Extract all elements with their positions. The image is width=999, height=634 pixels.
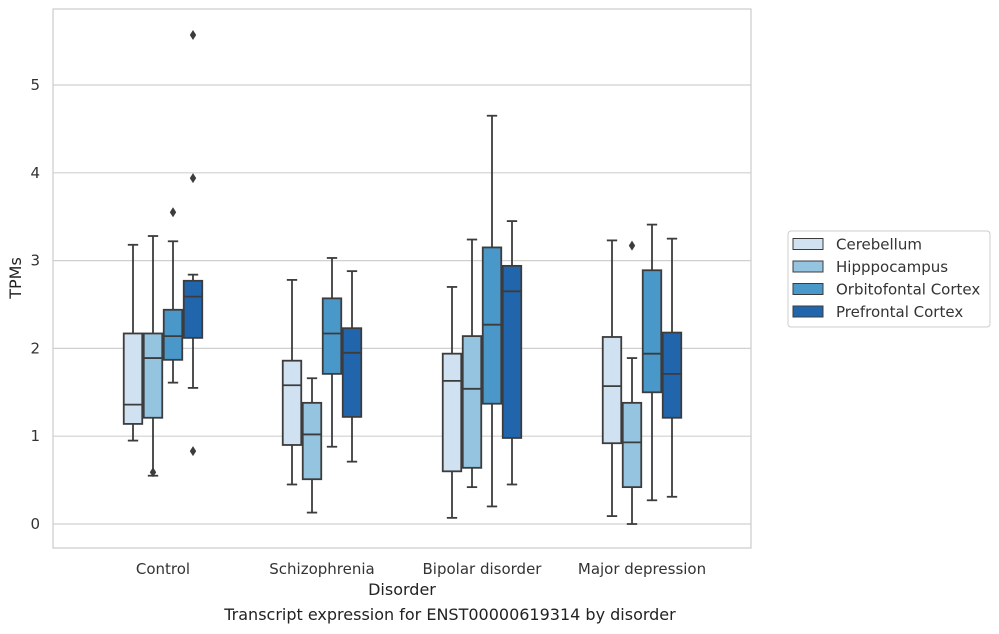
box-iqr: [122, 332, 144, 425]
outlier-point: [189, 446, 197, 457]
legend: Cerebellum Hipppocampus Orbitofontal Corte…: [787, 230, 991, 328]
figure-caption: Transcript expression for ENST0000061931…: [224, 605, 676, 624]
outlier-point: [189, 29, 197, 40]
box-iqr: [601, 336, 623, 445]
box-iqr: [321, 297, 343, 375]
box-iqr: [441, 352, 463, 473]
box-hipppocampus: [461, 238, 483, 489]
outlier-point: [628, 240, 636, 251]
box-hipppocampus: [621, 240, 643, 525]
x-tick-label: Bipolar disorder: [423, 560, 543, 578]
legend-label: Cerebellum: [836, 236, 922, 254]
legend-swatch: [792, 305, 824, 318]
outlier-point: [149, 467, 157, 478]
legend-swatch: [792, 283, 824, 295]
y-tick-labels: 0 1 2 3 4 5: [30, 76, 40, 533]
box-cerebellum: [441, 286, 463, 519]
x-tick-label: Major depression: [578, 560, 706, 578]
box-cerebellum: [601, 239, 623, 517]
y-tick-label: 0: [30, 515, 40, 533]
legend-label: Hipppocampus: [836, 258, 948, 276]
plot-frame: [52, 8, 752, 549]
box-iqr: [142, 332, 164, 419]
box-prefrontal-cortex: [661, 237, 683, 498]
box-hipppocampus: [142, 235, 164, 478]
box-iqr: [621, 401, 643, 489]
box-iqr: [501, 264, 523, 439]
y-tick-label: 1: [30, 427, 40, 445]
x-tick-label: Control: [136, 560, 190, 578]
outlier-point: [189, 173, 197, 184]
box-hipppocampus: [301, 377, 323, 514]
legend-frame: [787, 230, 991, 328]
y-tick-label: 3: [30, 252, 40, 270]
outlier-point: [169, 207, 177, 218]
box-cerebellum: [122, 243, 144, 442]
box-iqr: [301, 401, 323, 481]
y-tick-label: 5: [30, 76, 40, 94]
x-tick-label: Schizophrenia: [269, 560, 374, 578]
box-iqr: [341, 327, 363, 418]
box-prefrontal-cortex: [501, 220, 523, 486]
x-axis-label: Disorder: [368, 580, 436, 599]
box-cerebellum: [281, 279, 303, 486]
legend-label: Orbitofontal Cortex: [836, 281, 980, 299]
box-orbitofontal-cortex: [641, 223, 663, 502]
box-orbitofontal-cortex: [162, 207, 184, 384]
box-iqr: [281, 359, 303, 446]
legend-swatch: [792, 260, 824, 273]
box-iqr: [661, 331, 683, 419]
box-iqr: [182, 279, 204, 339]
y-axis-label: TPMs: [6, 257, 25, 300]
box-prefrontal-cortex: [182, 29, 204, 457]
x-tick-labels: Control Schizophrenia Bipolar disorder Majo…: [136, 560, 706, 578]
boxplots: [122, 29, 683, 525]
box-iqr: [641, 269, 663, 394]
box-prefrontal-cortex: [341, 270, 363, 463]
y-tick-label: 2: [30, 339, 40, 357]
box-orbitofontal-cortex: [481, 114, 503, 508]
legend-swatch: [792, 238, 824, 250]
box-iqr: [461, 335, 483, 469]
box-iqr: [162, 308, 184, 361]
box-orbitofontal-cortex: [321, 257, 343, 448]
y-tick-label: 4: [30, 164, 40, 182]
legend-label: Prefrontal Cortex: [836, 303, 963, 321]
